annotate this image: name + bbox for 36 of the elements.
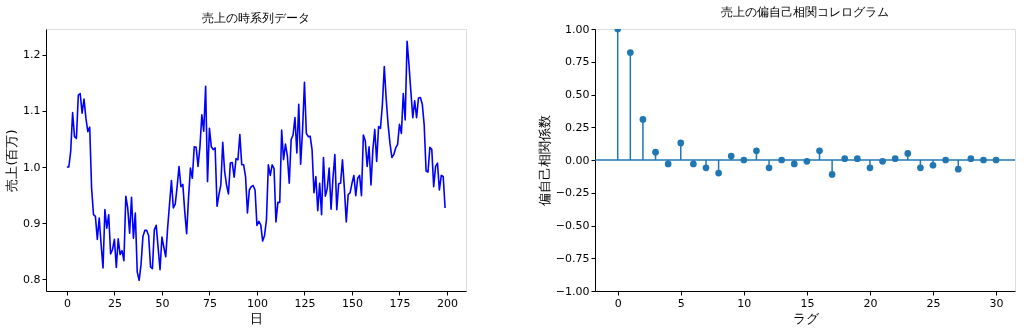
y-tick-label: 0.00 <box>565 153 590 167</box>
y-tick-label: 1.0 <box>23 160 41 174</box>
y-tick-label: −1.00 <box>555 284 590 298</box>
x-tick-label: 150 <box>341 296 363 310</box>
x-tick-label: 15 <box>800 296 815 310</box>
x-tick-label: 75 <box>202 296 217 310</box>
y-axis-title: 売上(百万) <box>4 129 20 192</box>
x-tick-label: 0 <box>614 296 622 310</box>
y-tick-label: 1.2 <box>23 48 41 62</box>
y-tick-label: 0.50 <box>565 88 590 101</box>
y-tick-label: 1.00 <box>565 22 590 36</box>
y-tick-label: 0.8 <box>23 272 41 286</box>
x-tick-label: 200 <box>437 296 458 310</box>
y-tick-label: −0.75 <box>555 251 590 265</box>
chart-title: 売上の偏自己相関コレログラム <box>721 5 889 19</box>
x-tick-label: 100 <box>246 296 268 310</box>
x-axis-title: ラグ <box>792 310 820 326</box>
x-axis-title: 日 <box>250 310 263 326</box>
x-tick-label: 50 <box>155 296 170 310</box>
x-tick-label: 125 <box>294 296 316 310</box>
chart-title: 売上の時系列データ <box>202 11 310 25</box>
x-tick-label: 0 <box>63 296 71 310</box>
x-tick-label: 175 <box>389 296 411 310</box>
x-tick-label: 20 <box>863 296 878 310</box>
x-tick-label: 30 <box>989 296 1004 310</box>
y-tick-label: 1.1 <box>23 104 41 118</box>
y-tick-label: 0.25 <box>565 120 590 134</box>
y-tick-label: −0.50 <box>555 219 590 232</box>
x-tick-label: 25 <box>926 296 941 310</box>
y-axis-title: 偏自己相関係数 <box>536 115 552 206</box>
y-tick-label: 0.75 <box>565 55 590 69</box>
x-tick-label: 5 <box>677 296 685 310</box>
y-tick-label: −0.25 <box>555 186 590 200</box>
y-tick-label: 0.9 <box>23 216 41 230</box>
x-tick-label: 25 <box>107 296 122 310</box>
x-tick-label: 10 <box>737 296 752 310</box>
